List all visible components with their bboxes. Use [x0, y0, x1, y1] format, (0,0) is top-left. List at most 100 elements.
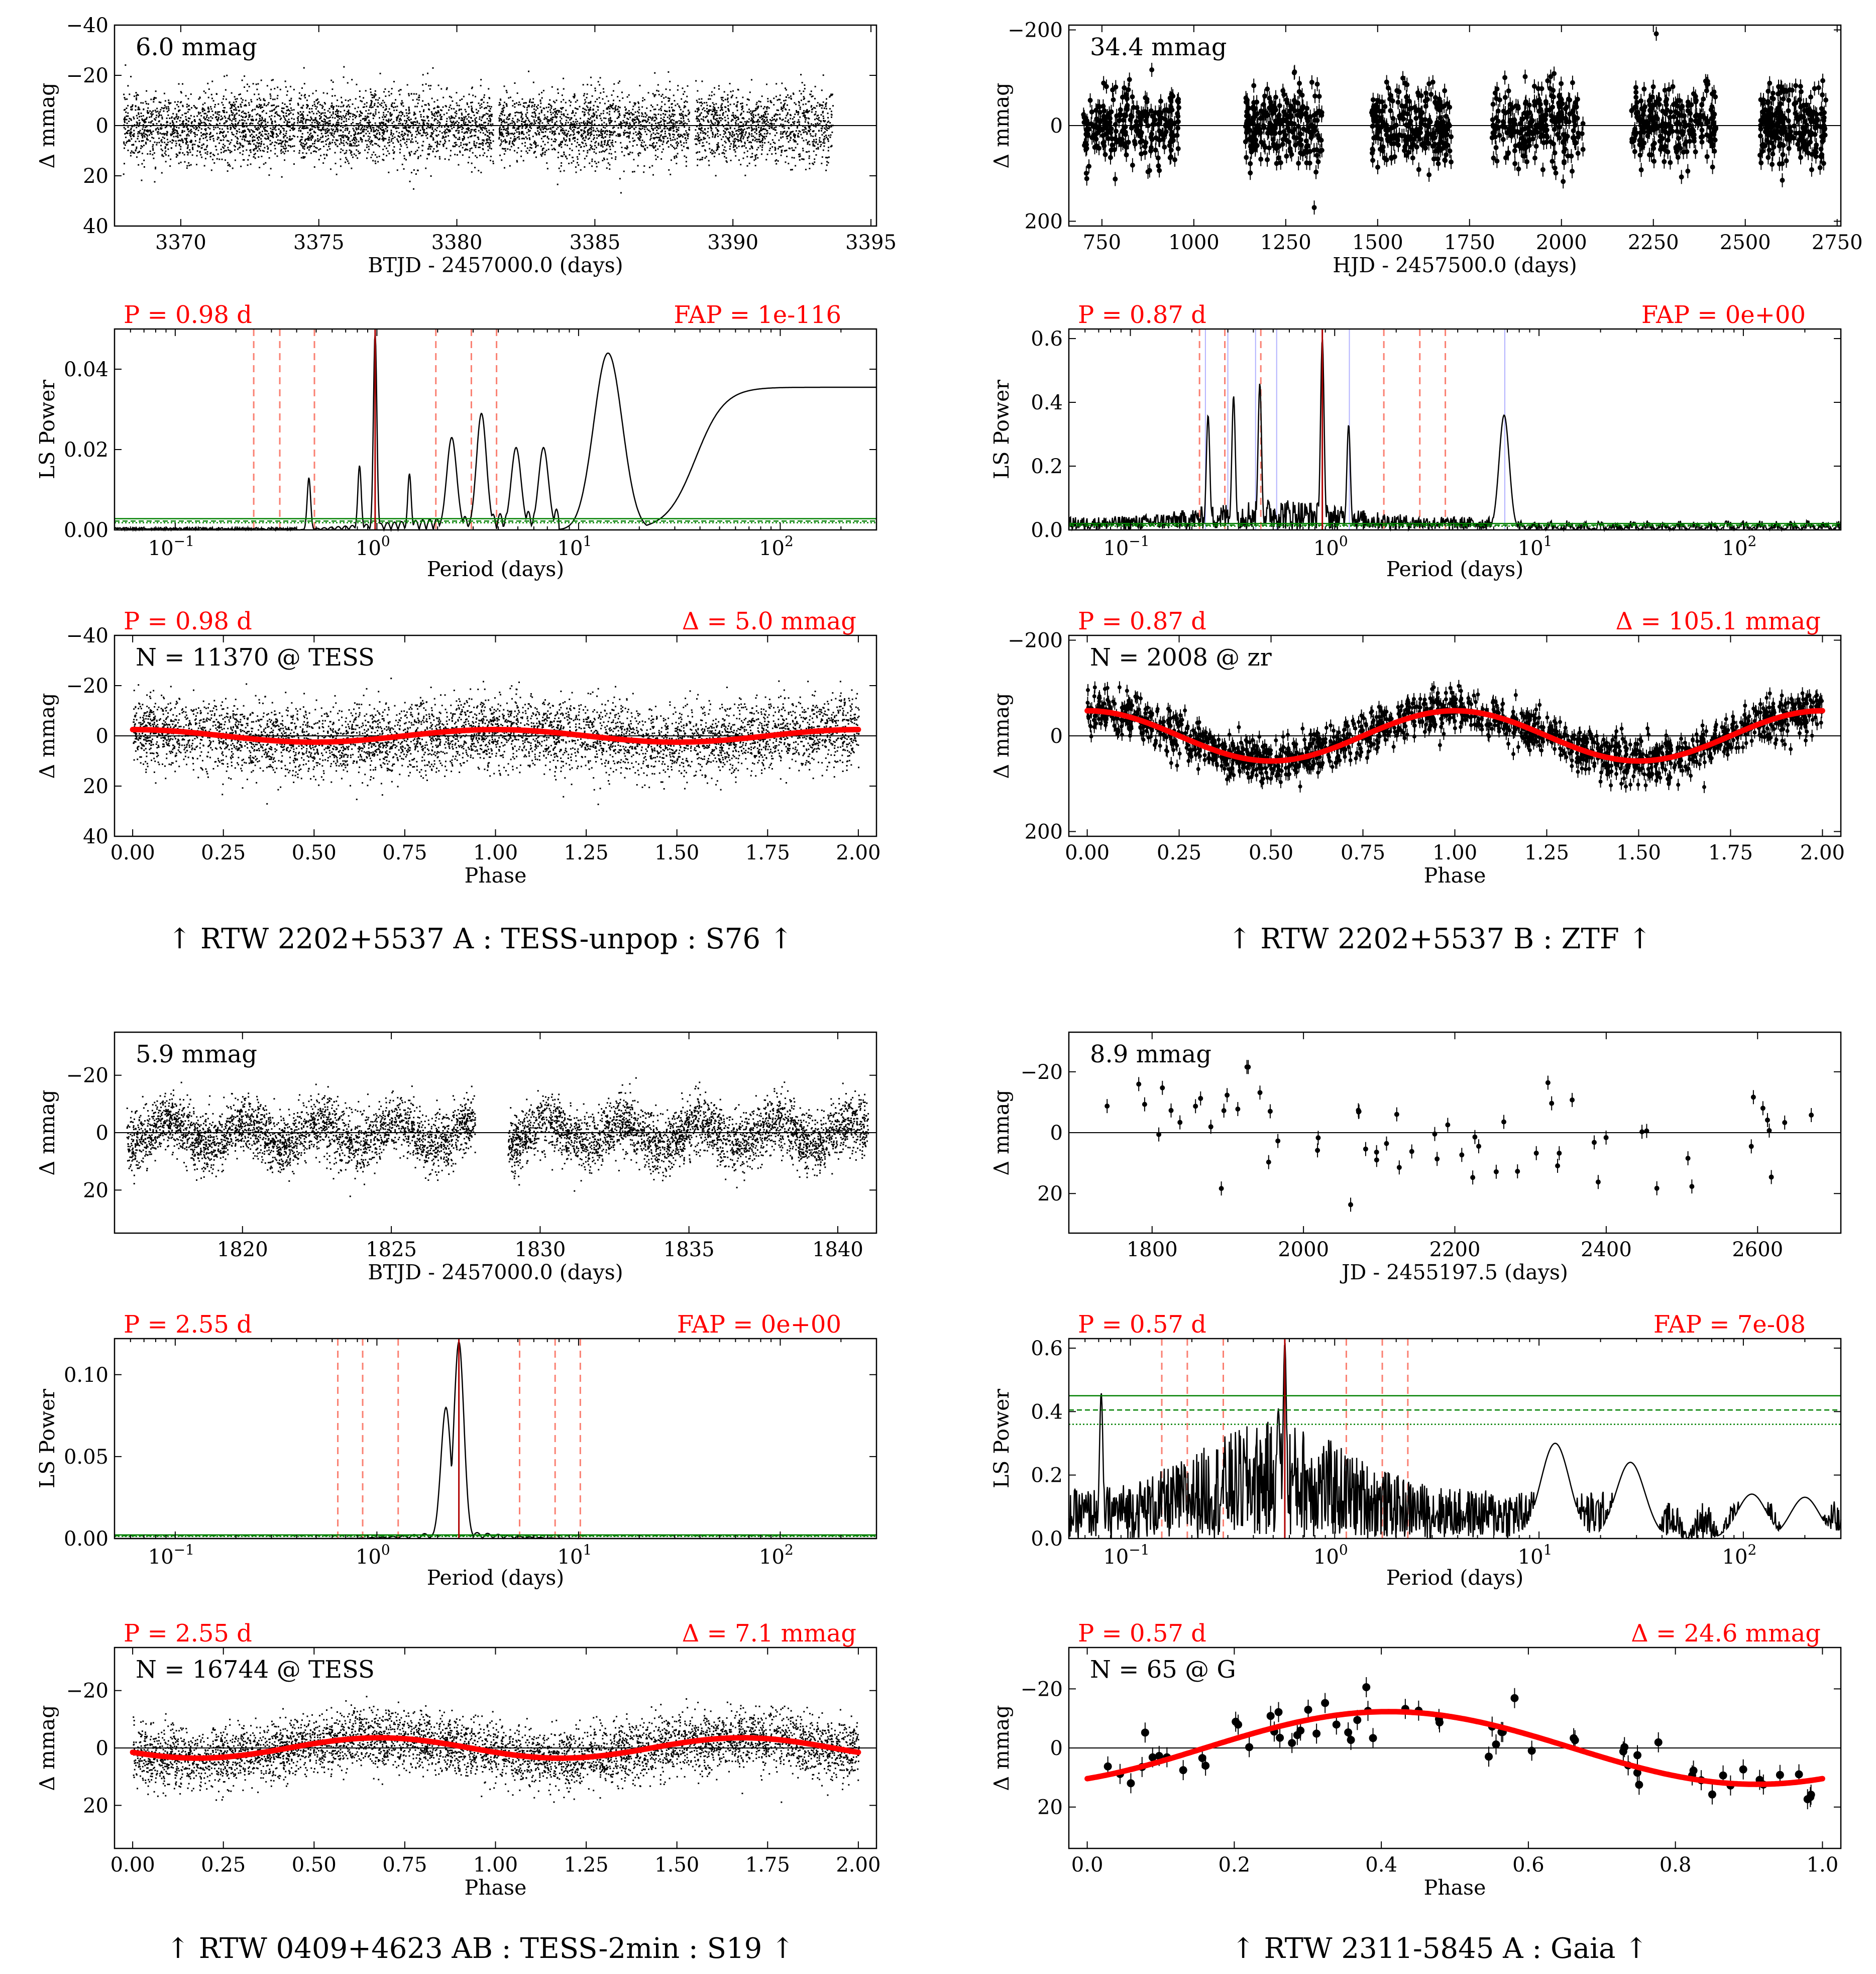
- ph-C-xtick-label: 1.50: [654, 1853, 699, 1877]
- periodogram-xtick-exponent: 0: [381, 533, 390, 550]
- phase-points-A: [133, 678, 860, 805]
- ph-A-ytick-label: 0: [96, 725, 108, 748]
- ph-B-ytick-label: 200: [1025, 820, 1063, 843]
- periodogram-period-label-D: P = 0.57 d: [1078, 1310, 1206, 1339]
- phase-n-label-D: N = 65 @ G: [1090, 1656, 1236, 1684]
- phase-markers-A: [133, 678, 860, 805]
- lc-D-xtick-label: 2200: [1429, 1238, 1481, 1261]
- phase-xlabel-C: Phase: [465, 1876, 527, 1900]
- phase-points-D: [1103, 1677, 1815, 1809]
- lightcurve-points-D: [1105, 1060, 1814, 1212]
- lightcurve-xlabel-B: HJD - 2457500.0 (days): [1333, 253, 1577, 277]
- phase-amplitude-label-D: Δ = 24.6 mmag: [1631, 1619, 1821, 1648]
- ph-D-xtick-label: 0.8: [1660, 1853, 1692, 1877]
- ph-B-xtick-label: 0.50: [1249, 841, 1293, 864]
- ph-A-xtick-label: 1.50: [654, 841, 699, 864]
- lc-C-ytick-label: −20: [66, 1064, 108, 1087]
- periodogram-axes-C: [114, 1338, 877, 1540]
- panel-caption-D: ↑ RTW 2311-5845 A : Gaia ↑: [1232, 1932, 1648, 1965]
- ls-C-ytick-label: 0.10: [64, 1364, 108, 1387]
- ph-B-ytick-label: −200: [1008, 629, 1063, 652]
- lc-B-xtick-label: 1750: [1444, 231, 1495, 254]
- periodogram-xtick-label: 102: [759, 533, 794, 560]
- lightcurve-panel-C: −20 0 20 1820 1825 1830 1835 1840 BTJD - 2457000…: [35, 1031, 877, 1284]
- lc-C-xtick-label: 1820: [217, 1238, 268, 1261]
- lc-B-xtick-label: 2750: [1812, 231, 1863, 254]
- ls-B-ytick-label: 0.0: [1031, 519, 1063, 542]
- periodogram-xtick-label: 101: [558, 1542, 592, 1569]
- lightcurve-xlabel-A: BTJD - 2457000.0 (days): [368, 253, 623, 277]
- panel-caption-C: ↑ RTW 0409+4623 AB : TESS-2min : S19 ↑: [166, 1932, 795, 1965]
- periodogram-xtick-label: 102: [1722, 533, 1757, 560]
- periodogram-xtick-exponent: 2: [785, 1542, 794, 1558]
- lightcurve-panel-B: −200 0 200 750 1000 1250 1500 1750 2000 2250 2500 2…: [989, 19, 1863, 277]
- periodogram-xtick-exponent: 0: [1339, 533, 1348, 550]
- periodogram-axes-A: [114, 328, 877, 531]
- ls-B-ylabel: LS Power: [989, 380, 1014, 479]
- ph-A-xtick-label: 0.75: [382, 841, 427, 864]
- lc-A-xtick-label: 3370: [155, 231, 206, 254]
- lc-A-ytick-label: 20: [83, 165, 108, 188]
- ph-B-xtick-label: 1.75: [1708, 841, 1753, 864]
- ls-B-ytick-label: 0.4: [1031, 391, 1063, 414]
- periodogram-xtick-exponent: 1: [583, 1542, 592, 1558]
- lc-D-xtick-label: 1800: [1127, 1238, 1178, 1261]
- periodogram-xlabel-A: Period (days): [427, 557, 565, 581]
- lc-B-xtick-label: 2000: [1536, 231, 1587, 254]
- phase-period-label-B: P = 0.87 d: [1078, 607, 1206, 635]
- phase-n-label-B: N = 2008 @ zr: [1090, 643, 1272, 672]
- periodogram-power-curve-D: [1068, 1343, 1842, 1540]
- phase-points-B: [1085, 680, 1824, 793]
- ph-D-ytick-label: 0: [1050, 1737, 1063, 1760]
- phase-model-curve-B: [1084, 708, 1825, 764]
- periodogram-xtick-label: 101: [1518, 1542, 1553, 1569]
- phase-panel-A: −40 −20 0 20 400.00 0.25 0.50 0.75 1.00 1.25 1.50 1…: [35, 607, 880, 888]
- ls-D-ytick-label: 0.0: [1031, 1527, 1063, 1551]
- periodogram-axes-D: [1068, 1338, 1842, 1540]
- ph-D-xtick-label: 0.4: [1365, 1853, 1397, 1877]
- phase-panel-C: −20 0 20 0.00 0.25 0.50 0.75 1.00 1.25 1.50 1.75 2.…: [35, 1619, 880, 1900]
- lc-C-ytick-label: 20: [83, 1179, 108, 1202]
- lc-A-ylabel: Δ mmag: [35, 82, 59, 168]
- phase-period-label-A: P = 0.98 d: [124, 607, 252, 635]
- lightcurve-amplitude-label-C: 5.9 mmag: [136, 1040, 257, 1068]
- lc-D-xtick-label: 2600: [1732, 1238, 1783, 1261]
- ph-D-ytick-label: 20: [1037, 1796, 1063, 1819]
- periodogram-xtick-label: 10−1: [1103, 1542, 1149, 1569]
- lightcurve-markers-A: [123, 64, 834, 194]
- lc-A-xtick-label: 3395: [845, 231, 897, 254]
- lc-D-ylabel: Δ mmag: [989, 1089, 1014, 1175]
- lightcurve-points-B: [1081, 27, 1829, 215]
- lc-D-ytick-label: 0: [1050, 1122, 1063, 1145]
- periodogram-xtick-exponent: −1: [1129, 1542, 1149, 1558]
- lc-C-ylabel: Δ mmag: [35, 1089, 59, 1175]
- ph-C-ylabel: Δ mmag: [35, 1705, 59, 1791]
- ls-D-ylabel: LS Power: [989, 1389, 1014, 1488]
- panel-caption-B: ↑ RTW 2202+5537 B : ZTF ↑: [1228, 923, 1652, 955]
- periodogram-xtick-exponent: 2: [1747, 533, 1756, 550]
- lightcurve-points-A: [123, 64, 834, 194]
- periodogram-xtick-exponent: 1: [1543, 1542, 1553, 1558]
- panel-caption-A: ↑ RTW 2202+5537 A : TESS-unpop : S76 ↑: [168, 923, 793, 955]
- ph-B-xtick-label: 1.00: [1432, 841, 1477, 864]
- lc-B-ylabel: Δ mmag: [989, 82, 1014, 168]
- periodogram-xtick-exponent: 1: [583, 533, 592, 550]
- lc-B-xtick-label: 750: [1083, 231, 1121, 254]
- ph-A-ylabel: Δ mmag: [35, 693, 59, 779]
- ph-C-xtick-label: 1.00: [473, 1853, 518, 1877]
- ls-D-ytick-label: 0.4: [1031, 1400, 1063, 1423]
- phase-markers-C: [133, 1670, 860, 1803]
- ph-D-xtick-label: 0.0: [1071, 1853, 1103, 1877]
- ph-B-ytick-label: 0: [1050, 725, 1063, 748]
- phase-panel-B: −200 0 2000.00 0.25 0.50 0.75 1.00 1.25 1.50 1.75…: [989, 607, 1845, 888]
- ph-A-ytick-label: 40: [83, 825, 108, 848]
- phase-points-C: [133, 1670, 860, 1803]
- phase-model-curve-C: [130, 1735, 861, 1761]
- periodogram-xtick-exponent: 2: [1747, 1542, 1756, 1558]
- ph-A-xtick-label: 0.00: [111, 841, 155, 864]
- phase-period-label-C: P = 2.55 d: [124, 1619, 252, 1648]
